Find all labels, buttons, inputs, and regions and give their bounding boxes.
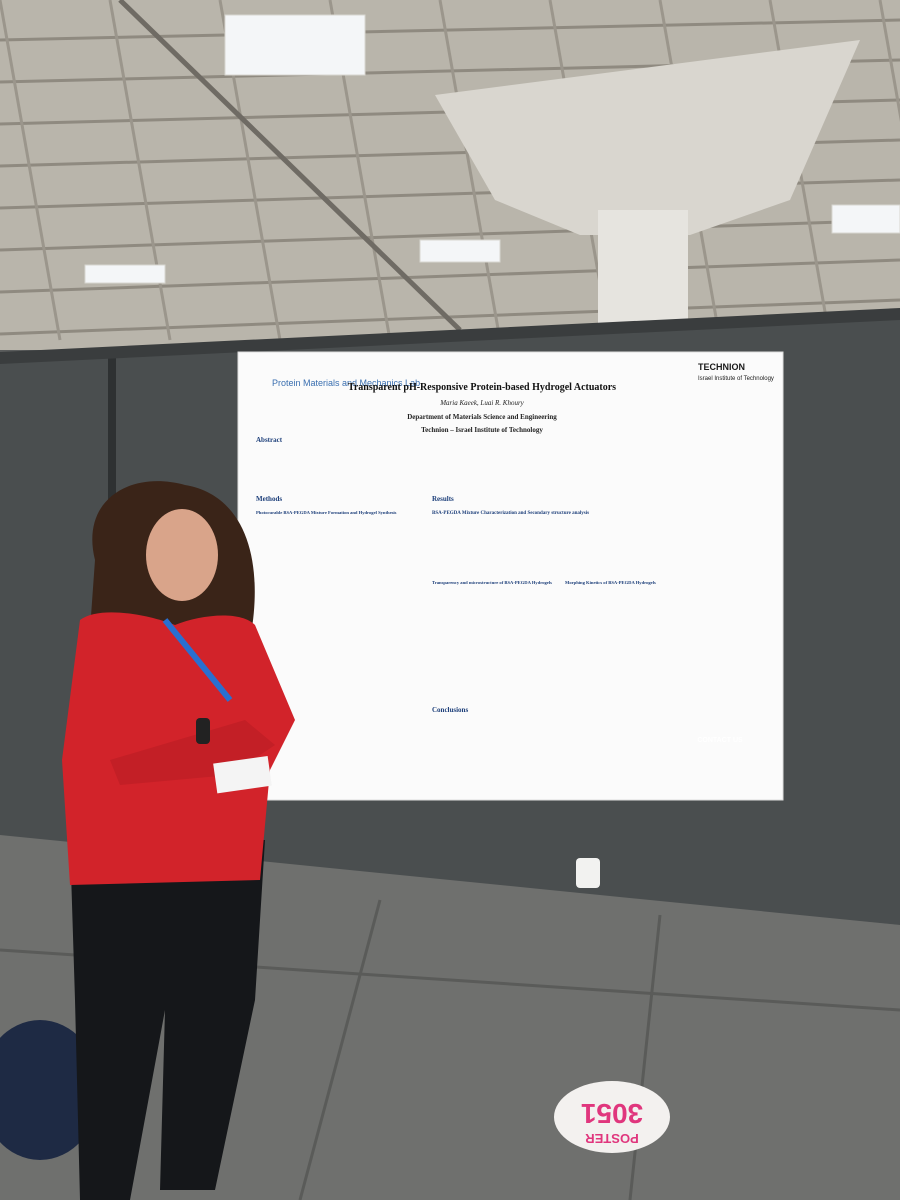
results-subheading: Transparency and microstructure of BSA-P… bbox=[432, 580, 552, 585]
poster-sheet bbox=[237, 351, 784, 801]
ceiling-light bbox=[224, 14, 366, 76]
floor-sign bbox=[554, 1081, 670, 1153]
ceiling-beam bbox=[438, 0, 502, 341]
institution: Technion – Israel Institute of Technolog… bbox=[421, 426, 543, 434]
ceiling-beam bbox=[0, 218, 900, 252]
column-capital bbox=[435, 40, 860, 235]
cup bbox=[576, 858, 600, 888]
ceiling-light bbox=[419, 239, 501, 263]
bag bbox=[0, 1020, 100, 1160]
lanyard bbox=[162, 618, 233, 702]
column bbox=[598, 210, 688, 325]
person bbox=[0, 481, 295, 1200]
ceiling-beam bbox=[0, 0, 62, 341]
ceiling-beam bbox=[0, 18, 900, 42]
contact-badge: CONTACT US bbox=[697, 737, 743, 744]
ceiling-beam bbox=[0, 258, 900, 294]
department: Department of Materials Science and Engi… bbox=[407, 413, 557, 421]
results-heading: Results bbox=[432, 495, 454, 503]
watch bbox=[196, 718, 210, 744]
ceiling-beam bbox=[878, 0, 900, 122]
poster: Protein Materials and Mechanics Lab Tran… bbox=[237, 351, 784, 801]
ceiling-track bbox=[118, 0, 462, 332]
logo-name: TECHNION bbox=[698, 362, 745, 372]
methods-heading: Methods bbox=[256, 495, 282, 503]
logo-subtitle: Israel Institute of Technology bbox=[698, 376, 774, 382]
floor-seam bbox=[298, 899, 382, 1200]
abstract-heading: Abstract bbox=[256, 436, 283, 444]
badge bbox=[213, 755, 272, 794]
panel-top bbox=[0, 308, 900, 364]
methods-subheading: Photocurable BSA-PEGDA Mixture Formation… bbox=[256, 510, 397, 515]
results-subheading: Morphing Kinetics of BSA-PEGDA Hydrogels bbox=[565, 580, 656, 585]
ceiling-light bbox=[84, 264, 166, 284]
conclusions-heading: Conclusions bbox=[432, 706, 468, 714]
floor-seam bbox=[628, 914, 662, 1200]
lab-name: Protein Materials and Mechanics Lab bbox=[272, 378, 420, 388]
floor-sign-label: POSTER bbox=[585, 1131, 639, 1146]
floor-sign-text: POSTER 3051 bbox=[581, 1098, 643, 1146]
authors: Maria Kaeek, Luai R. Khoury bbox=[439, 399, 524, 407]
floor-sign-number: 3051 bbox=[581, 1098, 643, 1129]
poster-title: Transparent pH-Responsive Protein-based … bbox=[348, 382, 616, 393]
ceiling-light bbox=[831, 204, 900, 234]
trousers bbox=[70, 840, 265, 1200]
results-subheading: BSA-PEGDA Mixture Characterization and S… bbox=[432, 511, 589, 516]
face bbox=[146, 509, 218, 601]
